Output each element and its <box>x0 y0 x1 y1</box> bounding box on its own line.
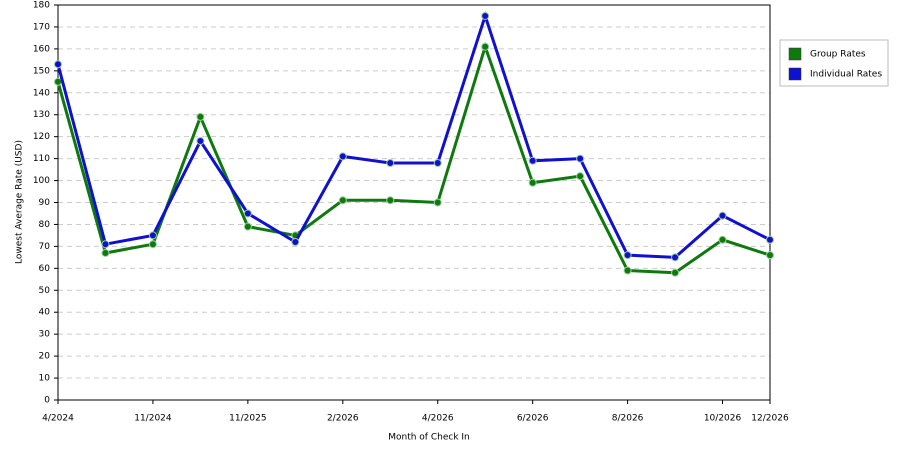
point <box>623 266 632 275</box>
point <box>433 198 442 207</box>
point <box>338 152 347 161</box>
y-tick-label: 70 <box>39 242 51 252</box>
point <box>291 238 300 246</box>
point <box>243 222 252 231</box>
y-tick-label: 20 <box>39 352 51 362</box>
y-tick-label: 90 <box>39 198 51 208</box>
x-tick-label: 10/2026 <box>704 414 742 424</box>
point <box>338 196 347 205</box>
point <box>718 211 727 220</box>
x-tick-label: 12/2026 <box>751 414 789 424</box>
x-tick-label: 4/2024 <box>42 414 74 424</box>
point <box>671 253 680 262</box>
y-tick-label: 10 <box>39 374 51 384</box>
x-tick-label: 4/2026 <box>422 414 454 424</box>
point <box>766 251 774 260</box>
y-tick-label: 130 <box>33 110 50 120</box>
y-tick-label: 40 <box>39 308 51 318</box>
x-tick-label: 11/2025 <box>229 414 266 424</box>
point <box>196 137 205 146</box>
y-tick-label: 120 <box>33 132 50 142</box>
x-tick-label: 6/2026 <box>517 414 549 424</box>
legend-label: Individual Rates <box>810 70 882 80</box>
point <box>196 112 205 121</box>
y-tick-label: 30 <box>39 330 51 340</box>
point <box>671 268 680 277</box>
legend-swatch <box>788 67 802 81</box>
point <box>481 42 490 51</box>
point <box>386 159 395 167</box>
legend-label: Group Rates <box>810 50 866 60</box>
y-tick-label: 100 <box>33 176 50 186</box>
y-tick-label: 160 <box>33 44 50 54</box>
point <box>623 251 632 260</box>
point <box>718 235 727 244</box>
x-tick-label: 11/2024 <box>134 414 172 424</box>
legend-swatch <box>788 47 802 61</box>
point <box>101 240 110 249</box>
point <box>433 159 442 167</box>
y-tick-label: 180 <box>33 1 50 11</box>
y-axis-label: Lowest Average Rate (USD) <box>15 140 25 264</box>
y-tick-label: 50 <box>39 286 51 296</box>
series-line <box>56 11 771 259</box>
point <box>576 154 585 163</box>
point <box>101 248 110 257</box>
series-line <box>56 41 771 275</box>
y-tick-label: 110 <box>33 154 50 164</box>
y-tick-label: 140 <box>33 88 50 98</box>
plot-frame <box>57 4 771 401</box>
y-tick-label: 150 <box>33 66 50 76</box>
y-tick-label: 170 <box>33 22 50 32</box>
point <box>766 235 774 244</box>
point <box>528 156 537 165</box>
point <box>148 231 157 240</box>
y-tick-label: 60 <box>39 264 51 274</box>
x-axis-label: Month of Check In <box>388 433 470 443</box>
y-tick-label: 80 <box>39 220 51 230</box>
point <box>481 11 490 20</box>
x-tick-label: 2/2026 <box>327 414 359 424</box>
point <box>148 240 157 249</box>
x-tick-label: 8/2026 <box>612 414 644 424</box>
point <box>54 60 62 69</box>
point <box>576 172 585 181</box>
point <box>386 196 395 205</box>
y-tick-label: 0 <box>44 396 50 406</box>
point <box>528 178 537 187</box>
point <box>243 209 252 218</box>
